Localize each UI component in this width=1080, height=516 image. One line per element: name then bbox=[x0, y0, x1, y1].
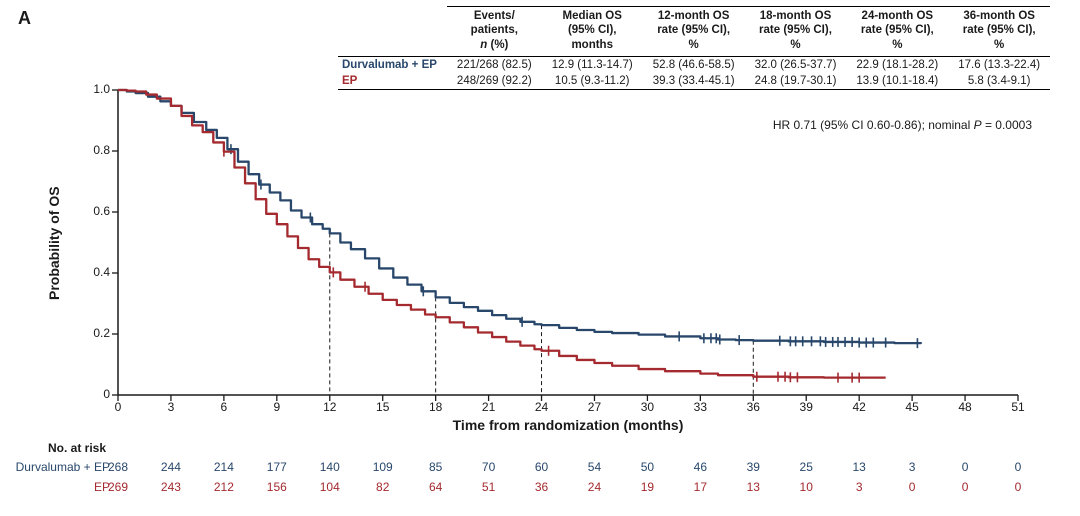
stats-header-spacer bbox=[338, 7, 447, 57]
xtick-label: 45 bbox=[892, 400, 932, 414]
stats-col-2: 12-month OSrate (95% CI),% bbox=[643, 7, 745, 57]
stats-row-1-c5: 5.8 (3.4-9.1) bbox=[948, 73, 1050, 90]
nar-cell: 0 bbox=[945, 460, 985, 474]
xtick-label: 24 bbox=[522, 400, 562, 414]
nar-cell: 39 bbox=[733, 460, 773, 474]
stats-table: Events/patients,n (%) Median OS(95% CI),… bbox=[338, 6, 1050, 90]
nar-cell: 140 bbox=[310, 460, 350, 474]
stats-row-0: Durvalumab + EP 221/268 (82.5) 12.9 (11.… bbox=[338, 57, 1050, 74]
xtick-label: 12 bbox=[310, 400, 350, 414]
ytick-label: 1.0 bbox=[60, 82, 110, 96]
stats-row-0-c3: 32.0 (26.5-37.7) bbox=[745, 57, 847, 74]
ytick-label: 0.8 bbox=[60, 143, 110, 157]
plot-area bbox=[118, 90, 1018, 395]
nar-cell: 60 bbox=[522, 460, 562, 474]
nar-cell: 212 bbox=[204, 480, 244, 494]
nar-cell: 269 bbox=[98, 480, 138, 494]
nar-cell: 70 bbox=[469, 460, 509, 474]
nar-cell: 3 bbox=[892, 460, 932, 474]
nar-title: No. at risk bbox=[48, 441, 106, 455]
stats-row-1-c2: 39.3 (33.4-45.1) bbox=[643, 73, 745, 90]
stats-row-0-c5: 17.6 (13.3-22.4) bbox=[948, 57, 1050, 74]
stats-row-1-c1: 10.5 (9.3-11.2) bbox=[542, 73, 643, 90]
nar-cell: 85 bbox=[416, 460, 456, 474]
x-axis-label: Time from randomization (months) bbox=[118, 417, 1018, 433]
stats-row-1-c4: 13.9 (10.1-18.4) bbox=[846, 73, 948, 90]
xtick-label: 0 bbox=[98, 400, 138, 414]
stats-col-4: 24-month OSrate (95% CI),% bbox=[846, 7, 948, 57]
stats-row-0-c1: 12.9 (11.3-14.7) bbox=[542, 57, 643, 74]
xtick-label: 48 bbox=[945, 400, 985, 414]
nar-cell: 10 bbox=[786, 480, 826, 494]
xtick-label: 36 bbox=[733, 400, 773, 414]
stats-row-1-c0: 248/269 (92.2) bbox=[447, 73, 542, 90]
stats-col-5: 36-month OSrate (95% CI),% bbox=[948, 7, 1050, 57]
nar-cell: 25 bbox=[786, 460, 826, 474]
xtick-label: 51 bbox=[998, 400, 1038, 414]
nar-cell: 82 bbox=[363, 480, 403, 494]
nar-cell: 51 bbox=[469, 480, 509, 494]
nar-cell: 104 bbox=[310, 480, 350, 494]
nar-cell: 268 bbox=[98, 460, 138, 474]
nar-cell: 0 bbox=[892, 480, 932, 494]
ytick-label: 0.6 bbox=[60, 204, 110, 218]
nar-cell: 13 bbox=[733, 480, 773, 494]
xtick-label: 30 bbox=[627, 400, 667, 414]
panel-label: A bbox=[18, 8, 31, 29]
xtick-label: 6 bbox=[204, 400, 244, 414]
xtick-label: 39 bbox=[786, 400, 826, 414]
ytick-label: 0 bbox=[60, 387, 110, 401]
xtick-label: 33 bbox=[680, 400, 720, 414]
stats-col-0: Events/patients,n (%) bbox=[447, 7, 542, 57]
nar-cell: 3 bbox=[839, 480, 879, 494]
nar-cell: 0 bbox=[998, 480, 1038, 494]
nar-cell: 36 bbox=[522, 480, 562, 494]
nar-cell: 19 bbox=[627, 480, 667, 494]
figure-panel: A Events/patients,n (%) Median OS(95% CI… bbox=[0, 0, 1080, 516]
nar-row-label: EP bbox=[0, 480, 110, 494]
stats-col-3: 18-month OSrate (95% CI),% bbox=[745, 7, 847, 57]
xtick-label: 18 bbox=[416, 400, 456, 414]
stats-row-1-name: EP bbox=[338, 73, 447, 90]
nar-cell: 50 bbox=[627, 460, 667, 474]
nar-row-label: Durvalumab + EP bbox=[0, 460, 110, 474]
xtick-label: 27 bbox=[574, 400, 614, 414]
xtick-label: 42 bbox=[839, 400, 879, 414]
nar-cell: 244 bbox=[151, 460, 191, 474]
stats-row-0-name: Durvalumab + EP bbox=[338, 57, 447, 74]
stats-row-0-c2: 52.8 (46.6-58.5) bbox=[643, 57, 745, 74]
xtick-label: 15 bbox=[363, 400, 403, 414]
stats-col-1: Median OS(95% CI),months bbox=[542, 7, 643, 57]
ytick-label: 0.2 bbox=[60, 326, 110, 340]
stats-row-1: EP 248/269 (92.2) 10.5 (9.3-11.2) 39.3 (… bbox=[338, 73, 1050, 90]
ytick-label: 0.4 bbox=[60, 265, 110, 279]
nar-cell: 214 bbox=[204, 460, 244, 474]
stats-header-row: Events/patients,n (%) Median OS(95% CI),… bbox=[338, 7, 1050, 57]
xtick-label: 9 bbox=[257, 400, 297, 414]
nar-cell: 64 bbox=[416, 480, 456, 494]
nar-cell: 46 bbox=[680, 460, 720, 474]
nar-cell: 54 bbox=[574, 460, 614, 474]
km-svg bbox=[118, 90, 1018, 395]
nar-cell: 243 bbox=[151, 480, 191, 494]
stats-row-0-c0: 221/268 (82.5) bbox=[447, 57, 542, 74]
nar-cell: 156 bbox=[257, 480, 297, 494]
nar-cell: 13 bbox=[839, 460, 879, 474]
xtick-label: 21 bbox=[469, 400, 509, 414]
xtick-label: 3 bbox=[151, 400, 191, 414]
nar-cell: 0 bbox=[945, 480, 985, 494]
nar-cell: 109 bbox=[363, 460, 403, 474]
nar-cell: 24 bbox=[574, 480, 614, 494]
nar-cell: 17 bbox=[680, 480, 720, 494]
nar-cell: 177 bbox=[257, 460, 297, 474]
nar-cell: 0 bbox=[998, 460, 1038, 474]
stats-row-0-c4: 22.9 (18.1-28.2) bbox=[846, 57, 948, 74]
stats-row-1-c3: 24.8 (19.7-30.1) bbox=[745, 73, 847, 90]
